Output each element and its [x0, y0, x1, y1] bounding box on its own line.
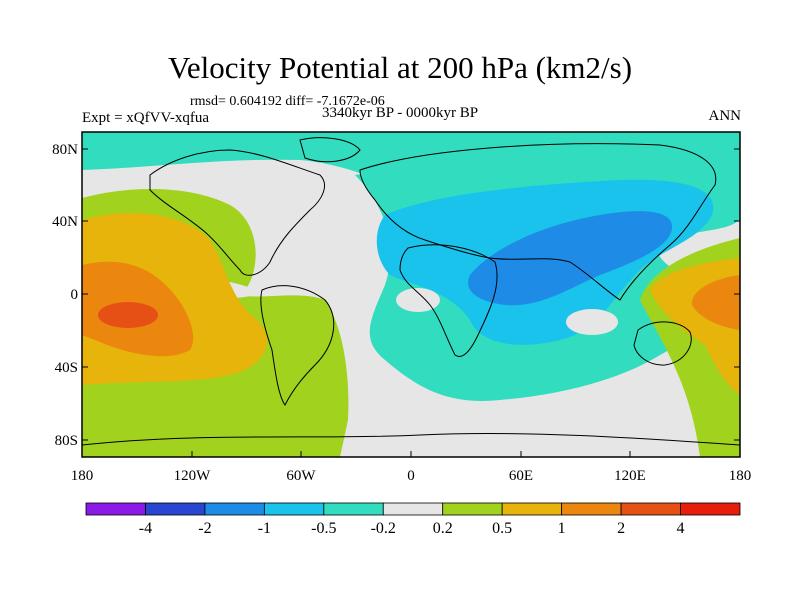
x-tick-label: 120E [614, 468, 646, 484]
australia-outline [633, 321, 692, 366]
negative-strong [468, 211, 673, 306]
colorbar-label: 0.2 [432, 520, 453, 537]
period-label: 3340kyr BP - 0000kyr BP [322, 105, 479, 121]
coastlines [82, 137, 740, 446]
colorbar-swatch [145, 502, 206, 516]
colorbar-swatch [501, 502, 563, 516]
x-tick-label: 60E [508, 468, 534, 484]
map-title: Velocity Potential at 200 hPa (km2/s) [167, 50, 633, 85]
x-tick-label: 60W [286, 468, 316, 484]
x-tick-label: 180 [70, 468, 94, 484]
colorbar [85, 502, 741, 516]
season-label: ANN [708, 108, 742, 124]
antarctica-outline [82, 432, 740, 446]
south-america-outline [260, 285, 335, 406]
x-tick-label: 0 [407, 468, 415, 484]
y-tick-label: 40N [52, 214, 78, 230]
africa-outline [399, 244, 498, 357]
colorbar-label: -2 [198, 520, 212, 537]
colorbar-label: -1 [257, 520, 272, 537]
colorbar-label: 0.5 [492, 520, 513, 537]
x-tick-label: 180 [728, 468, 752, 484]
colorbar-label: 2 [617, 520, 626, 537]
colorbar-swatch [561, 502, 622, 516]
colorbar-swatch [85, 502, 146, 516]
greenland-outline [299, 137, 361, 163]
positive-strong-east [691, 275, 740, 330]
axis-ticks [81, 148, 741, 457]
colorbar-label: 4 [676, 520, 685, 537]
experiment-label: Expt = xQfVV-xqfua [82, 110, 210, 126]
colorbar-swatch [204, 502, 265, 516]
y-tick-label: 0 [70, 287, 79, 303]
neutral-island-atlantic [396, 288, 440, 312]
colorbar-swatch [442, 502, 503, 516]
north-america-outline [149, 149, 325, 276]
neutral-island-indian [566, 309, 618, 335]
positive-core-west [98, 302, 158, 328]
x-tick-label: 120W [173, 468, 211, 484]
colorbar-swatch [263, 502, 325, 516]
colorbar-swatch [323, 502, 384, 516]
colorbar-label: -0.5 [311, 520, 337, 537]
colorbar-label: 1 [557, 520, 566, 537]
colorbar-label: -0.2 [370, 520, 396, 537]
colorbar-swatch [680, 502, 741, 516]
colorbar-swatch [382, 502, 444, 516]
stats-line: rmsd= 0.604192 diff= -7.1672e-06 [190, 94, 385, 109]
y-tick-label: 40S [54, 360, 78, 376]
colorbar-swatch [620, 502, 681, 516]
y-tick-label: 80N [52, 142, 78, 158]
eurasia-outline [359, 143, 717, 301]
colorbar-label: -4 [138, 520, 153, 537]
contour-fill [82, 132, 740, 457]
y-tick-label: 80S [54, 433, 78, 449]
